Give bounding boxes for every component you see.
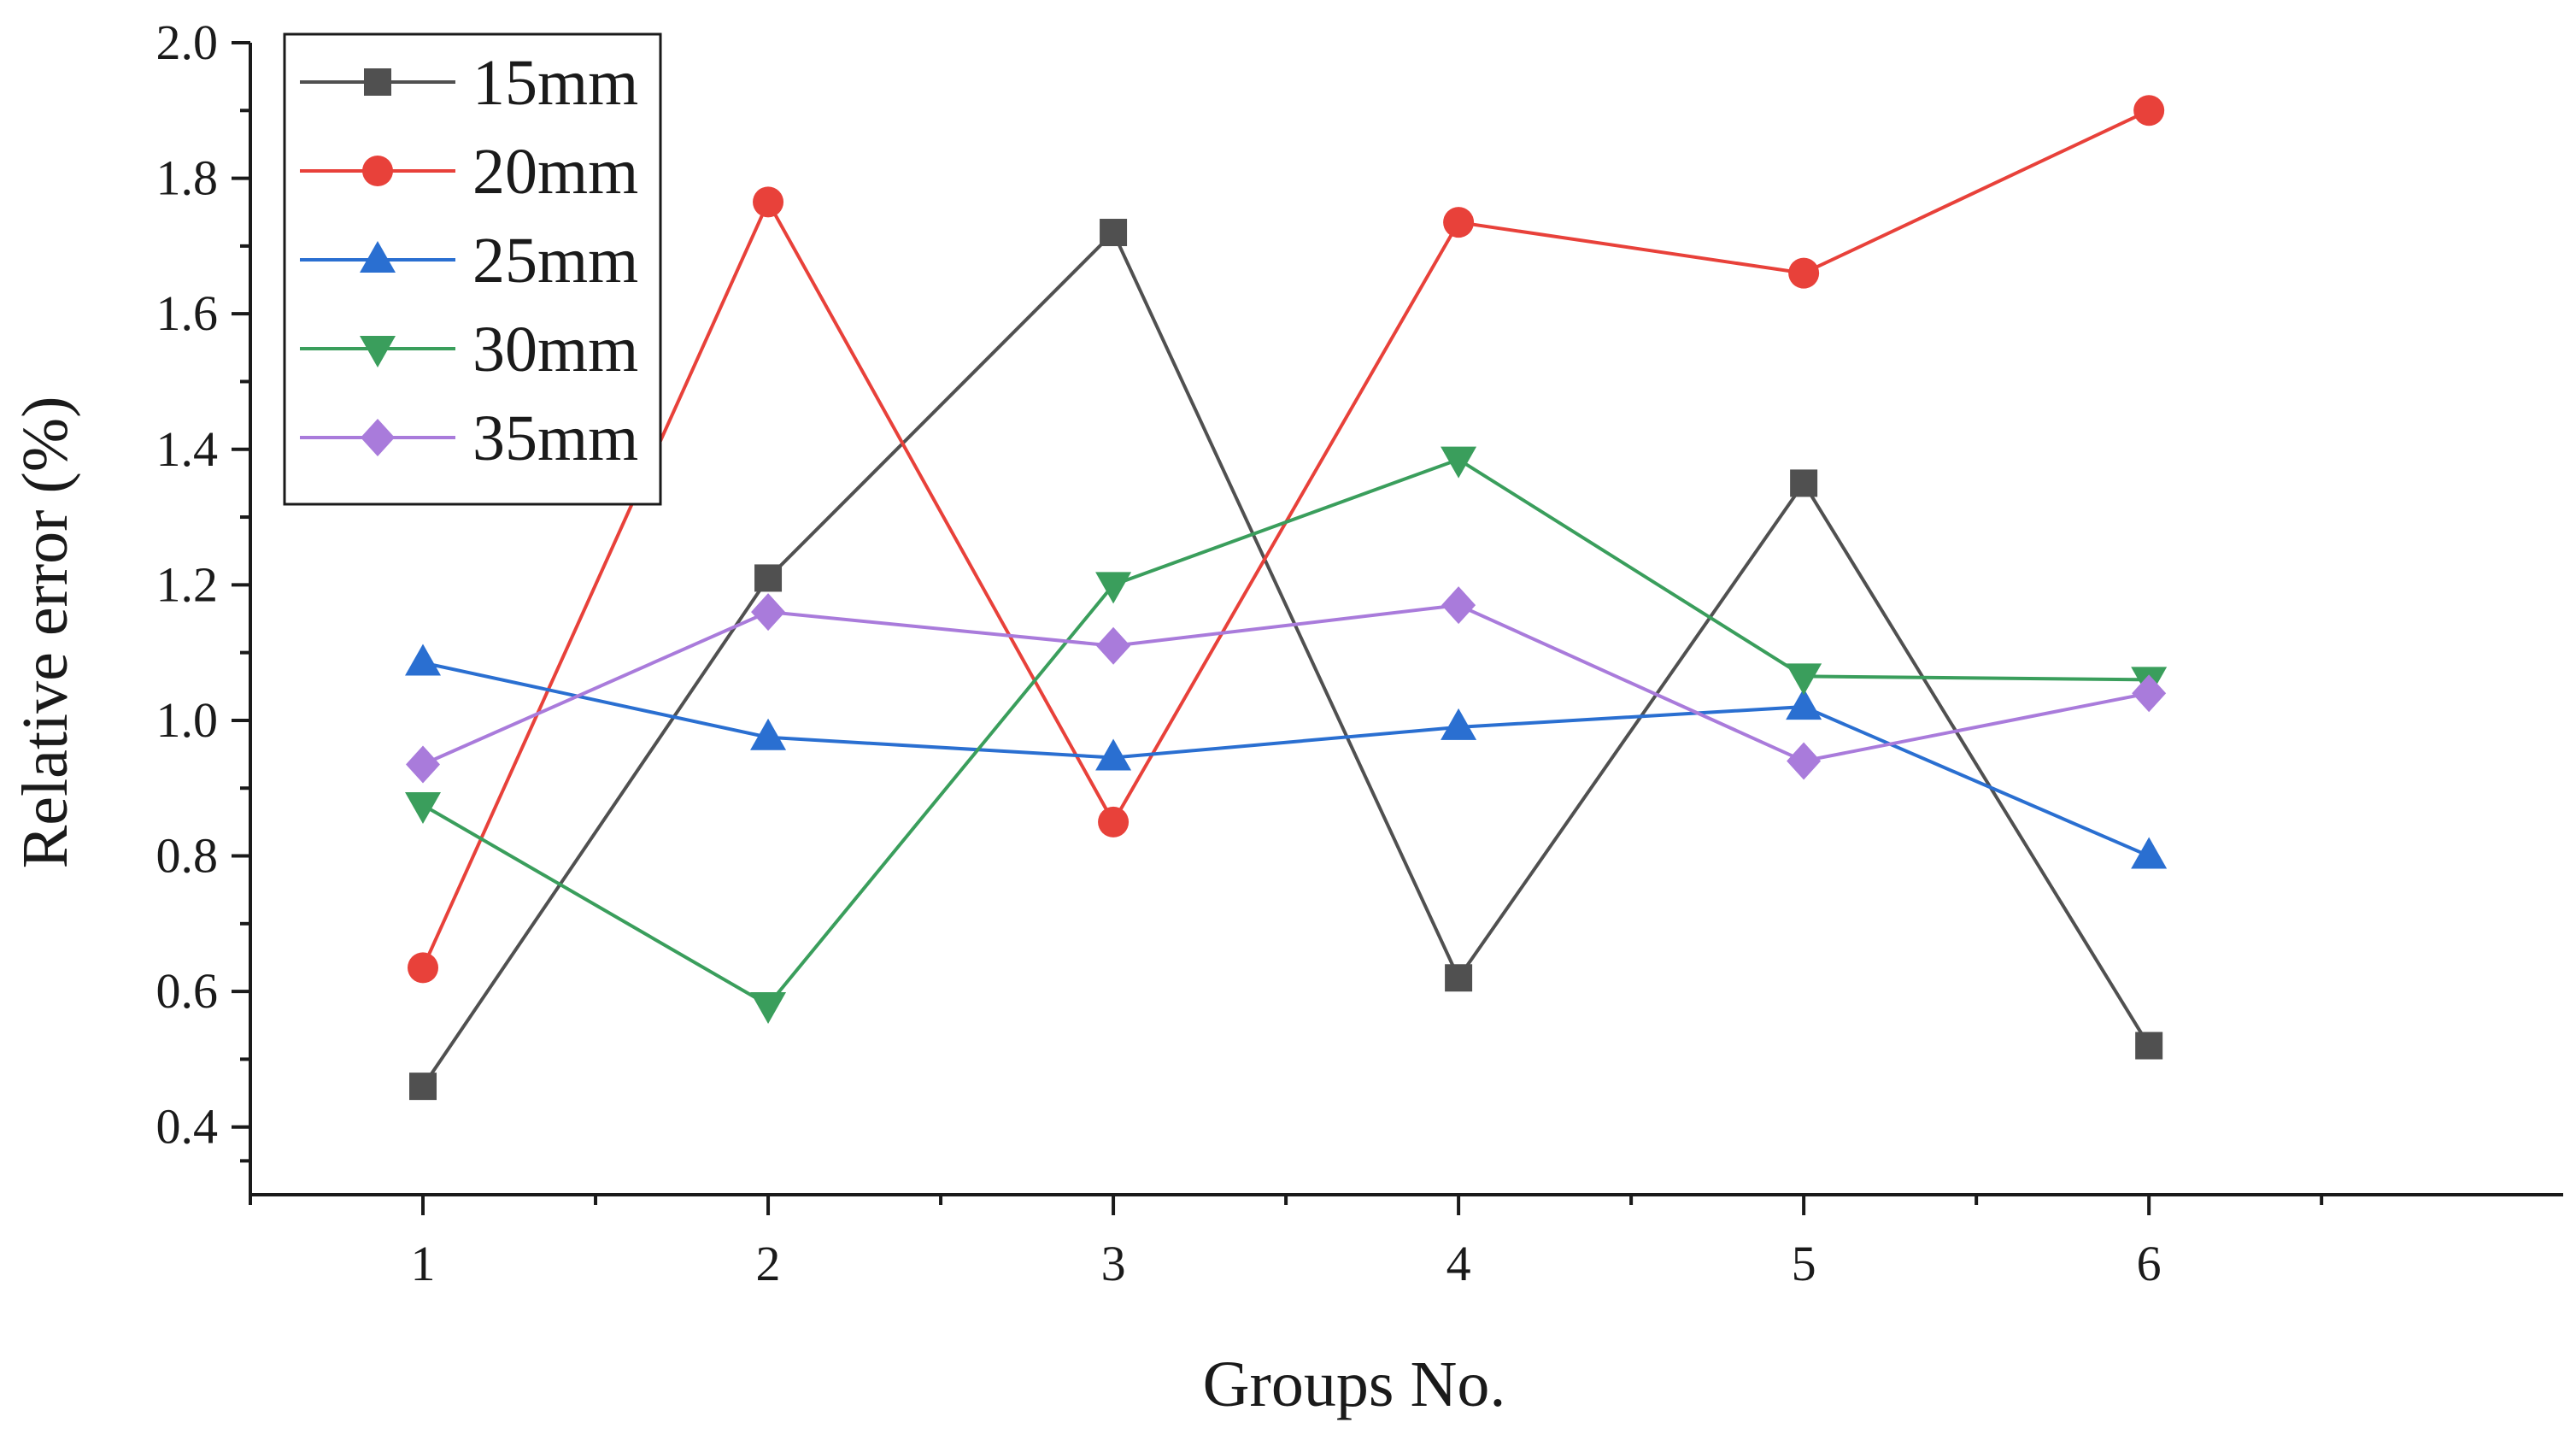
series-30mm (405, 446, 2168, 1024)
y-tick-label: 1.8 (156, 150, 219, 206)
legend-marker-15mm (364, 68, 391, 96)
data-point-20mm (1098, 806, 1130, 838)
series-25mm (405, 644, 2168, 869)
legend-item-25mm: 25mm (300, 225, 638, 297)
data-point-35mm (1096, 626, 1131, 665)
data-point-15mm (1100, 219, 1128, 247)
data-point-20mm (1788, 257, 1820, 289)
x-tick-label: 4 (1446, 1236, 1471, 1291)
data-point-30mm (750, 991, 787, 1024)
legend-item-15mm: 15mm (300, 47, 638, 119)
x-tick-label: 2 (756, 1236, 781, 1291)
data-point-35mm (406, 745, 441, 784)
data-point-25mm (1441, 708, 1477, 740)
legend-marker-20mm (362, 156, 393, 186)
series-line-35mm (422, 603, 2150, 767)
y-tick-label: 0.4 (156, 1099, 219, 1155)
data-point-20mm (1443, 207, 1475, 238)
y-tick-label: 1.0 (156, 692, 219, 748)
series-layer (405, 95, 2168, 1101)
x-tick-label: 6 (2137, 1236, 2162, 1291)
x-tick-label: 1 (411, 1236, 436, 1291)
y-axis-title: Relative error (%) (9, 397, 81, 869)
data-point-35mm (2132, 674, 2167, 713)
series-20mm (408, 95, 2165, 984)
legend-label-25mm: 25mm (472, 225, 638, 297)
series-line-15mm (421, 229, 2151, 1088)
data-point-20mm (408, 952, 439, 984)
legend-item-30mm: 30mm (300, 314, 638, 385)
series-15mm (409, 219, 2163, 1101)
legend-item-35mm: 35mm (300, 403, 638, 474)
legend-label-15mm: 15mm (472, 47, 638, 119)
data-point-30mm (405, 792, 442, 825)
data-point-30mm (1095, 572, 1132, 604)
data-point-15mm (409, 1073, 437, 1101)
x-tick-label: 3 (1101, 1236, 1126, 1291)
y-tick-label: 0.6 (156, 963, 219, 1019)
data-point-15mm (2135, 1032, 2163, 1060)
data-point-35mm (1441, 586, 1476, 625)
series-line-25mm (422, 661, 2150, 858)
data-point-25mm (2131, 837, 2168, 869)
data-point-30mm (1786, 663, 1822, 696)
x-ticks: 1 2 3 4 5 6 (249, 1195, 2324, 1291)
legend-marker-30mm (360, 336, 396, 367)
legend-label-35mm: 35mm (472, 403, 638, 474)
data-point-30mm (1441, 446, 1477, 479)
data-point-25mm (1095, 738, 1132, 771)
y-tick-label: 1.2 (156, 556, 219, 612)
series-35mm (406, 586, 2167, 784)
legend-label-30mm: 30mm (472, 314, 638, 385)
data-point-15mm (1445, 964, 1473, 992)
data-point-20mm (2133, 95, 2165, 126)
data-point-15mm (754, 564, 783, 592)
data-point-15mm (1790, 469, 1818, 497)
series-line-30mm (422, 457, 2150, 1008)
data-point-20mm (753, 186, 784, 218)
legend-box (283, 32, 662, 506)
data-point-35mm (1787, 742, 1822, 780)
legend-marker-25mm (360, 241, 396, 273)
data-point-25mm (750, 718, 787, 750)
data-point-25mm (1786, 688, 1822, 720)
legend-label-20mm: 20mm (472, 136, 638, 208)
legend: 15mm 20mm 25mm 30mm 35mm (283, 32, 662, 506)
x-axis-title: Groups No. (1203, 1349, 1506, 1420)
legend-item-20mm: 20mm (300, 136, 638, 208)
series-line-20mm (421, 109, 2151, 969)
data-point-25mm (405, 644, 442, 676)
y-tick-label: 1.6 (156, 285, 219, 341)
y-tick-label: 1.4 (156, 421, 219, 477)
legend-marker-35mm (361, 419, 395, 456)
y-tick-label: 0.8 (156, 828, 219, 884)
axes (249, 43, 2563, 1196)
data-point-35mm (751, 593, 786, 632)
x-tick-label: 5 (1792, 1236, 1816, 1291)
y-tick-label: 2.0 (156, 15, 219, 70)
y-ticks: 0.4 0.6 0.8 1.0 1.2 1.4 1.6 1.8 2.0 (156, 15, 250, 1163)
